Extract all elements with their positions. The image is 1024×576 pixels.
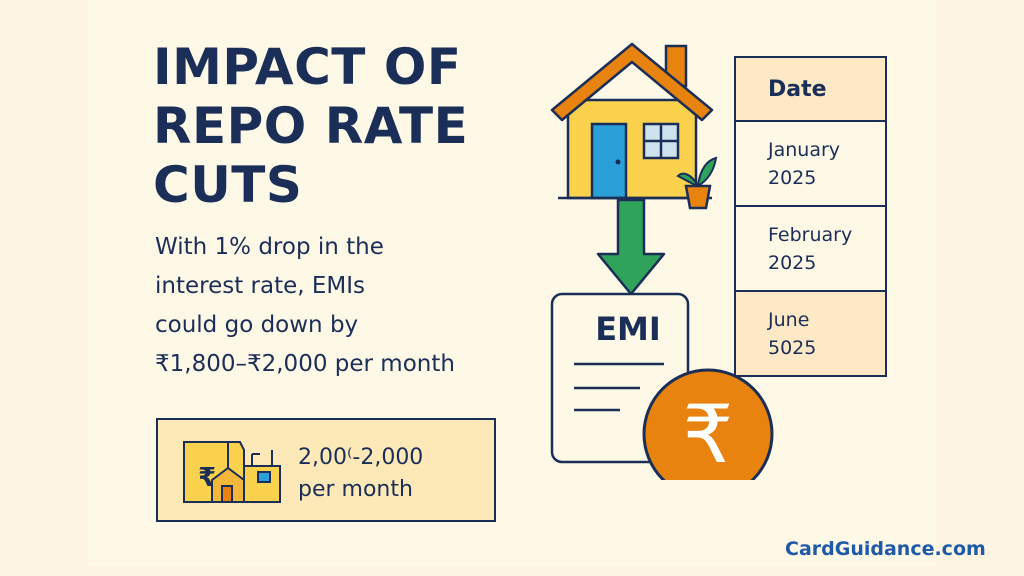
date-table: Date January 2025 February 2025 June 502…	[734, 56, 887, 377]
description-text: With 1% drop in the interest rate, EMIs …	[155, 228, 535, 384]
row-year: 5025	[768, 337, 817, 359]
table-row: June 5025	[736, 292, 885, 375]
title-line-2: REPO RATE	[153, 97, 469, 155]
page-title: IMPACT OF REPO RATE CUTS	[153, 38, 553, 215]
savings-amount: 2,00⁽-2,000	[298, 445, 424, 470]
house-building-icon: ₹	[183, 441, 281, 503]
rupee-coin-icon: ₹	[642, 368, 774, 480]
potted-plant-icon	[676, 156, 718, 210]
house-icon	[550, 42, 714, 200]
rupee-symbol: ₹	[683, 388, 734, 480]
row-year: 2025	[768, 252, 817, 274]
savings-callout-box: ₹ 2,00⁽-2,000 per month	[156, 418, 496, 522]
savings-text: 2,00⁽-2,000 per month	[298, 442, 423, 506]
brand-watermark: CardGuidance.com	[785, 538, 986, 560]
table-row: February 2025	[736, 207, 885, 292]
description-line-1: With 1% drop in the	[155, 234, 384, 260]
description-line-4: ₹1,800–₹2,000 per month	[155, 351, 455, 377]
table-header: Date	[736, 58, 885, 122]
emi-label: EMI	[595, 310, 661, 348]
row-month: June	[768, 309, 810, 331]
house-emi-illustration: ₹	[550, 42, 774, 480]
title-line-1: IMPACT OF	[153, 38, 462, 96]
description-line-2: interest rate, EMIs	[155, 273, 366, 299]
row-month: January	[768, 139, 841, 161]
title-line-3: CUTS	[153, 156, 303, 214]
savings-period: per month	[298, 477, 413, 502]
row-month: February	[768, 224, 853, 246]
table-row: January 2025	[736, 122, 885, 207]
description-line-3: could go down by	[155, 312, 359, 338]
row-year: 2025	[768, 167, 817, 189]
down-arrow-icon	[596, 198, 666, 296]
